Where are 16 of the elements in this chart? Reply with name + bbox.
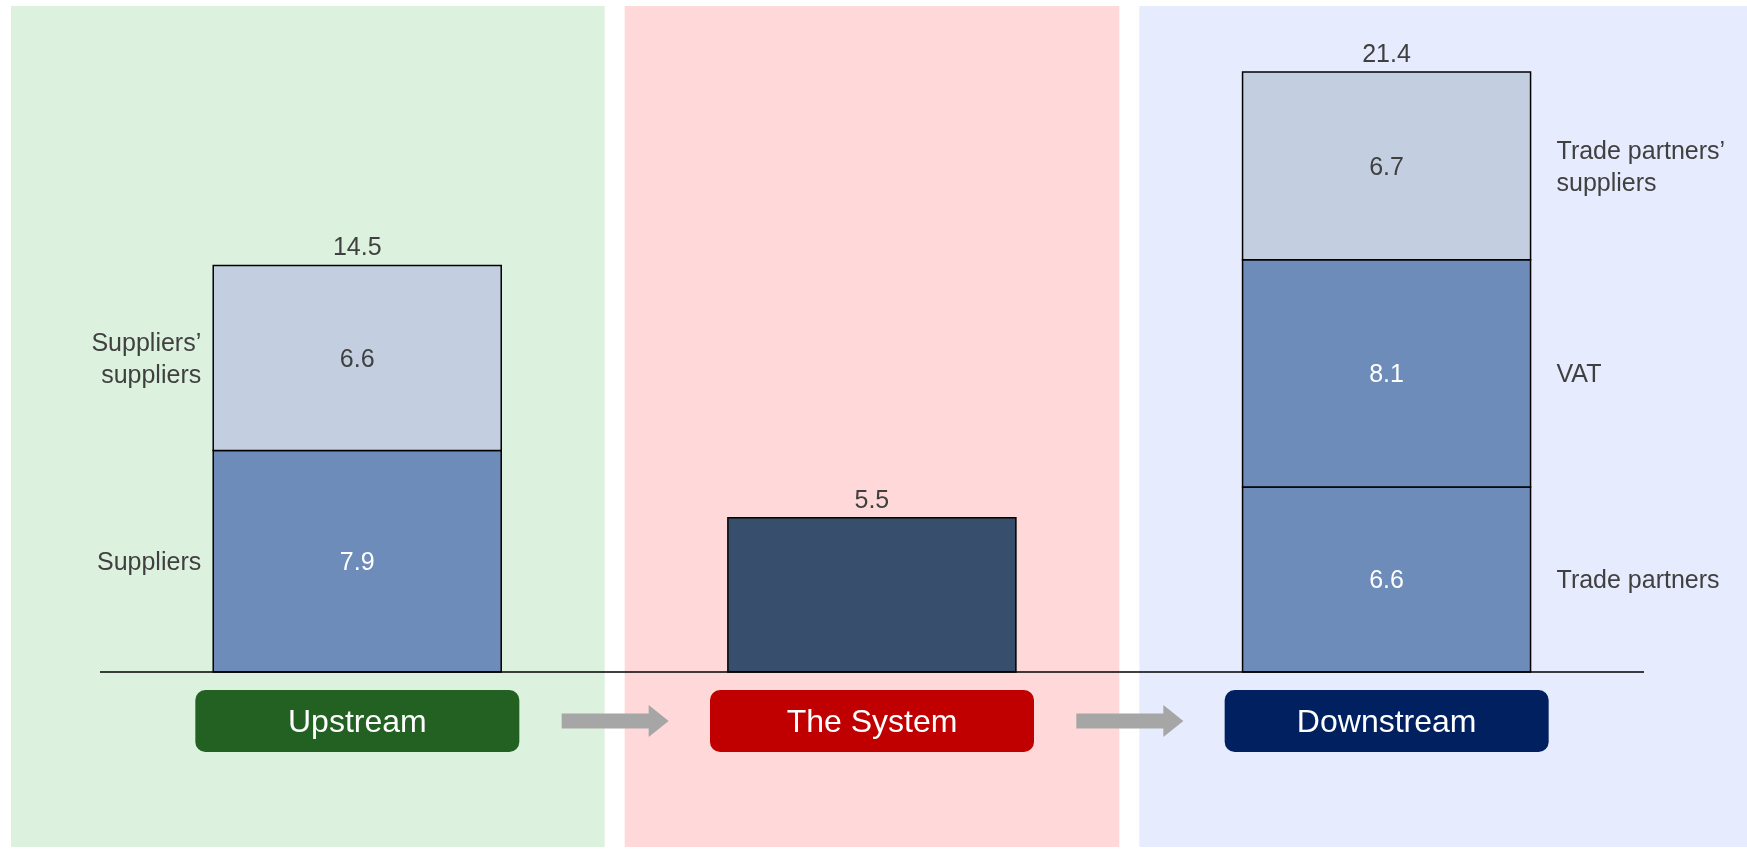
data-label: 6.7 [1369,151,1404,180]
series-label: Trade partners [1556,565,1720,594]
total-label: 21.4 [1362,39,1411,67]
series-label: Trade partners’ suppliers [1556,135,1726,197]
total-label: 14.5 [332,232,382,261]
series-label: Suppliers [96,547,202,576]
x-tick-label: Downstream [1296,703,1477,739]
x-tick-label: Upstream [287,703,427,739]
total-label: 5.5 [854,484,890,513]
x-tick-label: The System [786,703,958,739]
series-label: Suppliers’ suppliers [91,327,202,389]
data-label: 6.6 [339,343,375,372]
series-label: VAT [1556,359,1602,388]
data-label: 7.9 [339,547,375,576]
data-label: 8.1 [1369,359,1404,388]
data-label: 6.6 [1369,565,1404,594]
